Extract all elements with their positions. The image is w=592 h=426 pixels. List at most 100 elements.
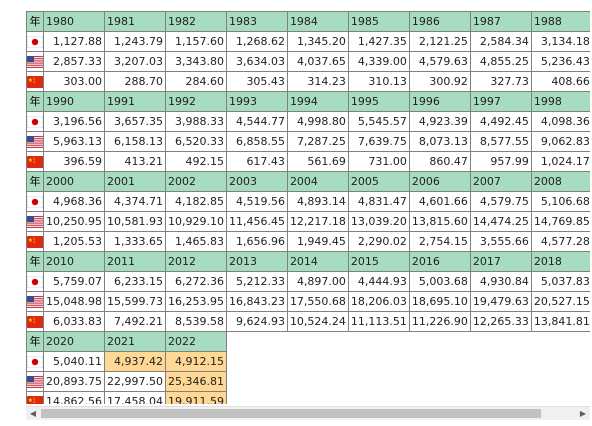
- scroll-right-icon[interactable]: ▶: [579, 409, 587, 418]
- gdp-value-cell[interactable]: 4,492.45: [469, 111, 532, 132]
- gdp-value-cell[interactable]: 860.47: [408, 151, 471, 172]
- year-header-cell[interactable]: 1990: [43, 91, 105, 112]
- gdp-value-cell[interactable]: 17,550.68: [286, 291, 349, 312]
- gdp-value-cell[interactable]: 327.73: [469, 71, 532, 92]
- gdp-value-cell[interactable]: 4,937.42: [103, 351, 166, 372]
- gdp-value-cell[interactable]: 7,492.21: [103, 311, 166, 332]
- gdp-value-cell[interactable]: 300.92: [408, 71, 471, 92]
- gdp-value-cell[interactable]: 5,759.07: [43, 271, 105, 292]
- gdp-value-cell[interactable]: 12,265.33: [469, 311, 532, 332]
- gdp-value-cell[interactable]: 4,855.25: [469, 51, 532, 72]
- gdp-value-cell[interactable]: 7,287.25: [286, 131, 349, 152]
- gdp-value-cell[interactable]: 4,037.65: [286, 51, 349, 72]
- year-header-cell[interactable]: 1988: [530, 11, 590, 32]
- gdp-value-cell[interactable]: 4,923.39: [408, 111, 471, 132]
- gdp-value-cell[interactable]: 8,073.13: [408, 131, 471, 152]
- gdp-value-cell[interactable]: 396.59: [43, 151, 105, 172]
- gdp-value-cell[interactable]: 1,268.62: [225, 31, 288, 52]
- gdp-value-cell[interactable]: 18,206.03: [347, 291, 410, 312]
- gdp-value-cell[interactable]: 3,555.66: [469, 231, 532, 252]
- gdp-value-cell[interactable]: 14,474.25: [469, 211, 532, 232]
- year-header-cell[interactable]: 2021: [103, 331, 166, 352]
- gdp-value-cell[interactable]: 4,519.56: [225, 191, 288, 212]
- gdp-value-cell[interactable]: 10,581.93: [103, 211, 166, 232]
- year-header-cell[interactable]: 1994: [286, 91, 349, 112]
- gdp-value-cell[interactable]: 6,272.36: [164, 271, 227, 292]
- year-header-cell[interactable]: 2000: [43, 171, 105, 192]
- gdp-value-cell[interactable]: 5,040.11: [43, 351, 105, 372]
- gdp-value-cell[interactable]: 6,033.83: [43, 311, 105, 332]
- gdp-value-cell[interactable]: 4,912.15: [164, 351, 227, 372]
- gdp-value-cell[interactable]: 1,345.20: [286, 31, 349, 52]
- gdp-value-cell[interactable]: 5,963.13: [43, 131, 105, 152]
- scroll-left-icon[interactable]: ◀: [29, 409, 37, 418]
- scrollbar-thumb[interactable]: [41, 409, 541, 418]
- gdp-value-cell[interactable]: 10,524.24: [286, 311, 349, 332]
- horizontal-scrollbar[interactable]: ◀ ▶: [26, 406, 590, 420]
- year-header-cell[interactable]: 1996: [408, 91, 471, 112]
- gdp-value-cell[interactable]: 16,253.95: [164, 291, 227, 312]
- gdp-value-cell[interactable]: 1,157.60: [164, 31, 227, 52]
- gdp-value-cell[interactable]: 22,997.50: [103, 371, 166, 392]
- gdp-value-cell[interactable]: 20,893.75: [43, 371, 105, 392]
- year-header-cell[interactable]: 1985: [347, 11, 410, 32]
- gdp-value-cell[interactable]: 6,233.15: [103, 271, 166, 292]
- year-header-cell[interactable]: 1991: [103, 91, 166, 112]
- gdp-value-cell[interactable]: 4,339.00: [347, 51, 410, 72]
- year-header-cell[interactable]: 1980: [43, 11, 105, 32]
- gdp-value-cell[interactable]: 4,998.80: [286, 111, 349, 132]
- year-header-cell[interactable]: 2007: [469, 171, 532, 192]
- gdp-value-cell[interactable]: 5,106.68: [530, 191, 590, 212]
- year-header-cell[interactable]: 2005: [347, 171, 410, 192]
- gdp-value-cell[interactable]: 731.00: [347, 151, 410, 172]
- gdp-value-cell[interactable]: 305.43: [225, 71, 288, 92]
- gdp-value-cell[interactable]: 1,205.53: [43, 231, 105, 252]
- gdp-value-cell[interactable]: 5,236.43: [530, 51, 590, 72]
- gdp-value-cell[interactable]: 617.43: [225, 151, 288, 172]
- gdp-value-cell[interactable]: 5,212.33: [225, 271, 288, 292]
- year-header-cell[interactable]: 2015: [347, 251, 410, 272]
- year-header-cell[interactable]: 2003: [225, 171, 288, 192]
- year-header-cell[interactable]: 2020: [43, 331, 105, 352]
- year-header-cell[interactable]: 2017: [469, 251, 532, 272]
- gdp-value-cell[interactable]: 19,911.59: [164, 391, 227, 404]
- year-header-cell[interactable]: 2006: [408, 171, 471, 192]
- gdp-value-cell[interactable]: 15,048.98: [43, 291, 105, 312]
- gdp-value-cell[interactable]: 14,769.85: [530, 211, 590, 232]
- gdp-value-cell[interactable]: 4,579.63: [408, 51, 471, 72]
- gdp-value-cell[interactable]: 1,243.79: [103, 31, 166, 52]
- gdp-value-cell[interactable]: 6,520.33: [164, 131, 227, 152]
- year-header-cell[interactable]: 2013: [225, 251, 288, 272]
- gdp-value-cell[interactable]: 561.69: [286, 151, 349, 172]
- gdp-value-cell[interactable]: 4,098.36: [530, 111, 590, 132]
- year-header-cell[interactable]: 1981: [103, 11, 166, 32]
- gdp-value-cell[interactable]: 7,639.75: [347, 131, 410, 152]
- gdp-value-cell[interactable]: 4,968.36: [43, 191, 105, 212]
- gdp-value-cell[interactable]: 13,815.60: [408, 211, 471, 232]
- gdp-value-cell[interactable]: 10,250.95: [43, 211, 105, 232]
- gdp-value-cell[interactable]: 11,456.45: [225, 211, 288, 232]
- gdp-value-cell[interactable]: 19,479.63: [469, 291, 532, 312]
- year-header-cell[interactable]: 1983: [225, 11, 288, 32]
- year-header-cell[interactable]: 2001: [103, 171, 166, 192]
- gdp-value-cell[interactable]: 10,929.10: [164, 211, 227, 232]
- gdp-value-cell[interactable]: 5,037.83: [530, 271, 590, 292]
- year-header-cell[interactable]: 2002: [164, 171, 227, 192]
- year-header-cell[interactable]: 2022: [164, 331, 227, 352]
- gdp-value-cell[interactable]: 3,988.33: [164, 111, 227, 132]
- gdp-value-cell[interactable]: 288.70: [103, 71, 166, 92]
- gdp-value-cell[interactable]: 3,207.03: [103, 51, 166, 72]
- gdp-value-cell[interactable]: 20,527.15: [530, 291, 590, 312]
- gdp-value-cell[interactable]: 3,634.03: [225, 51, 288, 72]
- gdp-value-cell[interactable]: 4,831.47: [347, 191, 410, 212]
- gdp-value-cell[interactable]: 4,579.75: [469, 191, 532, 212]
- gdp-value-cell[interactable]: 2,754.15: [408, 231, 471, 252]
- gdp-value-cell[interactable]: 4,182.85: [164, 191, 227, 212]
- year-header-cell[interactable]: 1997: [469, 91, 532, 112]
- gdp-value-cell[interactable]: 4,601.66: [408, 191, 471, 212]
- gdp-value-cell[interactable]: 2,121.25: [408, 31, 471, 52]
- gdp-value-cell[interactable]: 6,858.55: [225, 131, 288, 152]
- gdp-value-cell[interactable]: 408.66: [530, 71, 590, 92]
- year-header-cell[interactable]: 1992: [164, 91, 227, 112]
- gdp-value-cell[interactable]: 13,039.20: [347, 211, 410, 232]
